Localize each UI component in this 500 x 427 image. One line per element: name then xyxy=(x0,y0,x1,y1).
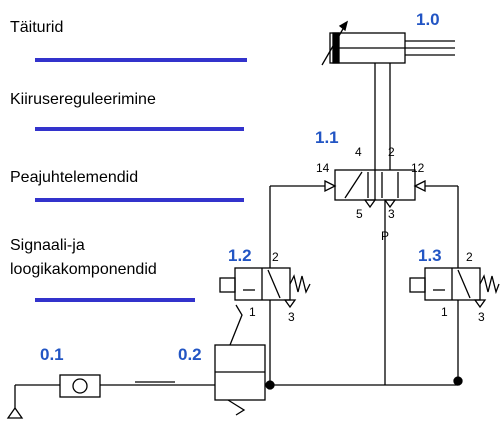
port-label: 2 xyxy=(388,145,395,159)
level-label: Kiirusereguleerimine xyxy=(10,91,156,108)
port-label: 3 xyxy=(478,310,485,324)
port-label: 14 xyxy=(316,161,330,175)
component-id: 1.3 xyxy=(418,246,442,265)
port-label: 1 xyxy=(249,305,256,319)
level-label: Peajuhtelemendid xyxy=(10,169,138,186)
port-label: 3 xyxy=(388,207,395,221)
component-id: 0.1 xyxy=(40,345,64,364)
port-label: 5 xyxy=(356,207,363,221)
level-label: loogikakomponendid xyxy=(10,261,157,278)
component-id: 1.1 xyxy=(315,128,339,147)
symbols xyxy=(6,20,500,419)
component-id: 0.2 xyxy=(178,345,202,364)
component-id: 1.0 xyxy=(416,10,440,29)
port-label: 2 xyxy=(272,250,279,264)
level-label: Signaali-ja xyxy=(10,237,85,254)
port-label: 2 xyxy=(466,250,473,264)
port-label: 3 xyxy=(288,310,295,324)
port-label: P xyxy=(381,229,389,243)
port-label: 12 xyxy=(411,161,425,175)
component-id: 1.2 xyxy=(228,246,252,265)
port-label: 1 xyxy=(441,305,448,319)
port-label: 4 xyxy=(355,145,362,159)
level-label: Täiturid xyxy=(10,19,63,36)
